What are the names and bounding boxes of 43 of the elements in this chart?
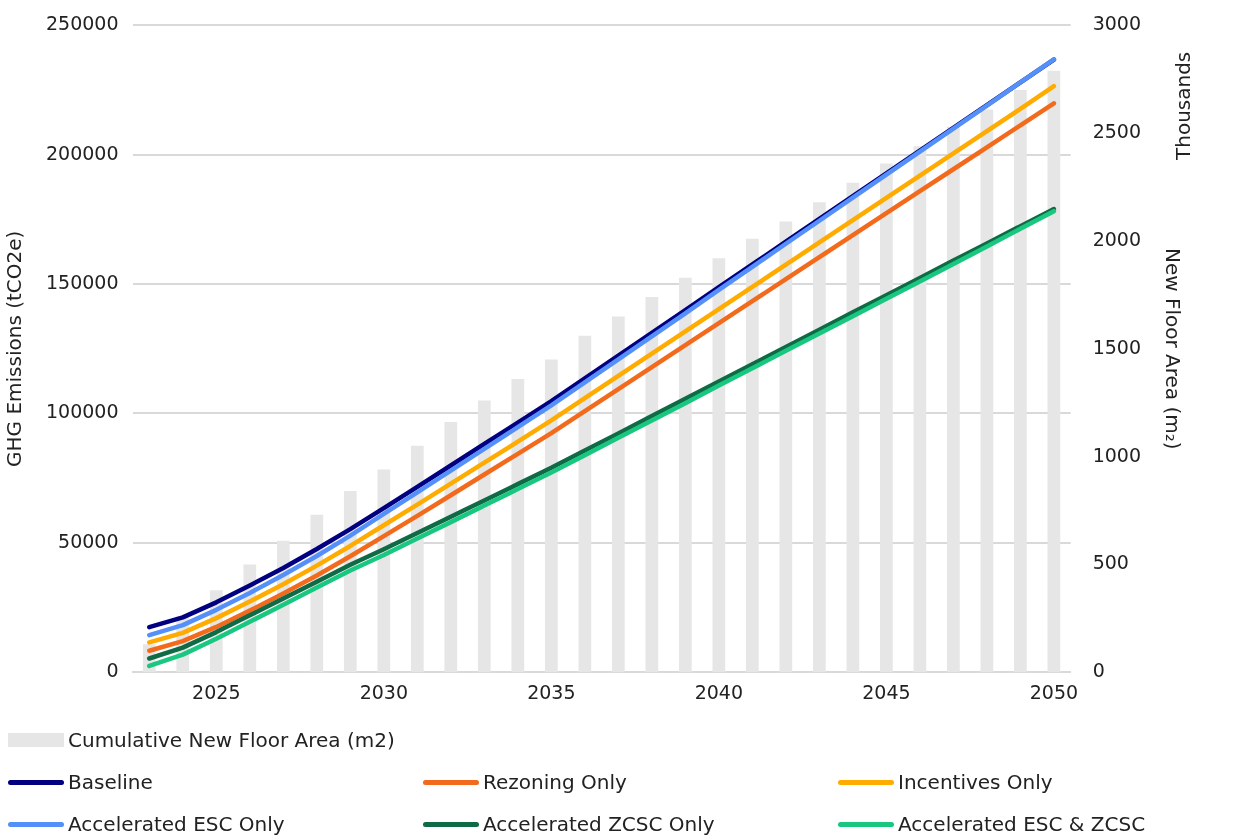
y2-tick-label: 2500: [1092, 120, 1142, 143]
legend-label: Baseline: [68, 770, 153, 794]
y-tick-label: 200000: [46, 141, 119, 164]
bar: [913, 146, 927, 673]
y-tick-label: 100000: [46, 400, 119, 423]
y2-tick-label: 1500: [1092, 335, 1142, 358]
text: Thousands: [1171, 52, 1195, 161]
legend-label: Rezoning Only: [483, 770, 627, 794]
x-tick-label: 2045: [862, 680, 911, 703]
y2-tick-label: 3000: [1092, 12, 1142, 35]
x-tick-label: 2025: [192, 680, 241, 703]
y2-tick-label: 0: [1092, 659, 1105, 682]
bar: [880, 163, 893, 673]
y2-axis-title: New Floor Area (m₂): [1160, 248, 1185, 450]
y2-tick-label: 1000: [1092, 443, 1142, 466]
legend-label: Cumulative New Floor Area (m2): [68, 728, 395, 752]
y2-tick-label: 2000: [1092, 227, 1142, 250]
x-tick-label: 2050: [1029, 680, 1079, 703]
bar: [813, 202, 826, 673]
y-tick-label: 0: [106, 659, 119, 682]
x-tick-label: 2030: [359, 680, 408, 703]
y-tick-label: 250000: [46, 12, 119, 35]
x-tick-label: 2040: [694, 680, 744, 703]
bar: [712, 258, 726, 673]
bar: [1014, 90, 1027, 673]
bar: [745, 238, 759, 673]
y2-tick-label: 500: [1092, 551, 1129, 574]
bar: [611, 316, 625, 673]
y-tick-label: 150000: [46, 271, 119, 294]
bar: [678, 277, 692, 673]
bar: [645, 297, 659, 673]
bar: [1047, 70, 1061, 673]
legend-label: Accelerated ESC Only: [68, 812, 285, 836]
bar: [980, 109, 994, 673]
legend-label: Incentives Only: [898, 770, 1053, 794]
y-axis-title: GHG Emissions (tCO2e): [2, 230, 27, 467]
legend-label: Accelerated ESC & ZCSC: [898, 812, 1146, 836]
x-tick-label: 2035: [527, 680, 576, 703]
bar: [578, 335, 592, 673]
bar: [779, 221, 793, 673]
bar: [947, 126, 960, 673]
y-tick-label: 50000: [58, 529, 119, 552]
legend-label: Accelerated ZCSC Only: [483, 812, 715, 836]
